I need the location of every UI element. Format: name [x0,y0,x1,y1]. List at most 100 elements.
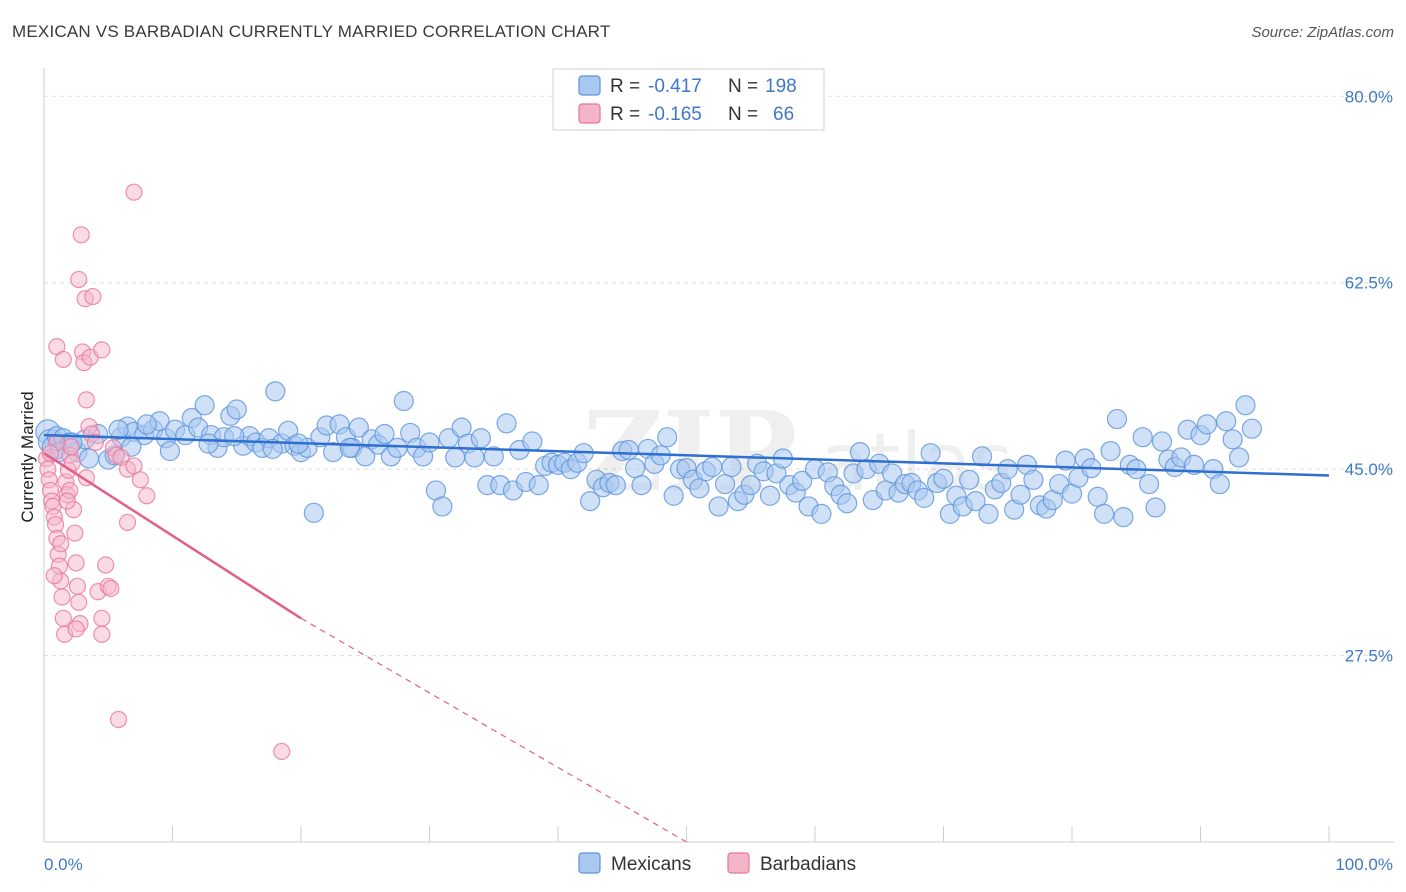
legend-r-value-mexicans: -0.417 [648,76,702,97]
legend-r-label-2: R = [610,104,640,125]
mexicans-point [740,475,761,496]
mexicans-point [914,487,935,509]
x-tick-label-1: 100.0% [1335,855,1393,874]
mexicans-point [374,423,395,445]
mexicans-point [1010,484,1031,505]
mexicans-point [339,437,360,458]
legend-n-value-barbadians: 66 [773,104,794,125]
barbadians-point [97,556,115,574]
barbadians-point [125,457,143,475]
legend-n-label-2: N = [728,104,758,125]
barbadians-points [37,183,291,761]
mexicans-point [792,470,813,491]
mexicans-point [1113,506,1134,528]
mexicans-point [624,457,646,479]
mexicans-point [1209,473,1230,495]
source-label: Source: ZipAtlas.com [1251,24,1394,41]
barbadians-point [62,438,80,456]
mexicans-point [959,469,980,490]
barbadians-point [54,609,72,627]
mexicans-point [663,485,684,506]
x-tick-label-0: 0.0% [44,855,83,874]
bottom-legend-barbadians: Barbadians [760,854,856,875]
legend-swatch-mexicans [578,75,601,96]
barbadians-point [93,625,111,643]
barbadians-point [93,341,111,359]
mexicans-point [393,390,414,412]
mexicans-point [618,439,639,461]
legend-r-label-1: R = [610,76,640,97]
barbadians-point [68,577,87,595]
mexicans-point [470,428,491,449]
mexicans-point [1094,503,1115,524]
mexicans-point [159,440,181,462]
mexicans-point [1106,408,1128,430]
mexicans-point [689,478,710,499]
mexicans-point [265,381,286,402]
barbadians-point [52,535,70,553]
barbadians-point [72,226,90,244]
mexicans-point [1216,411,1237,432]
barbadians-point [66,524,84,542]
legend-swatch-barbadians [578,103,601,124]
mexicans-point [978,503,999,524]
mexicans-point [1138,473,1160,495]
barbadians-point [58,492,76,510]
mexicans-point [1241,418,1263,439]
mexicans-point [920,443,941,464]
mexicans-point [657,427,678,448]
mexicans-point [997,459,1018,480]
mexicans-point [837,493,858,514]
mexicans-point [262,438,283,460]
barbadians-trend-line [43,452,302,620]
mexicans-point [721,456,742,478]
y-tick-labels: 27.5% 45.0% 62.5% 80.0% [1345,87,1393,665]
mexicans-point [849,442,871,463]
bottom-legend: Mexicans Barbadians [578,852,856,875]
mexicans-point [528,475,549,496]
y-tick-label-3: 80.0% [1345,87,1393,106]
gridlines [44,95,1394,657]
y-tick-label-1: 45.0% [1345,460,1393,479]
barbadians-point [41,444,60,462]
y-tick-label-2: 62.5% [1345,274,1393,293]
bottom-legend-swatch-barbadians [727,852,750,874]
mexicans-point [1196,414,1218,435]
mexicans-point [108,419,129,440]
trend-lines [43,433,1330,843]
mexicans-point [387,437,408,458]
y-axis-label: Currently Married [18,391,37,522]
mexicans-point [226,399,247,420]
barbadians-point [273,742,291,761]
mexicans-point [1228,447,1250,468]
mexicans-point [1023,469,1044,490]
mexicans-point [580,491,601,512]
top-legend: R = -0.417 N = 198 R = -0.165 N = 66 [552,68,825,131]
mexicans-point [1087,486,1108,507]
mexicans-point [303,502,324,523]
barbadians-point [138,487,156,505]
mexicans-point [1183,454,1205,475]
barbadians-point [86,433,105,452]
barbadians-point [67,620,85,638]
mexicans-point [1145,497,1166,518]
mexicans-point [432,496,453,517]
mexicans-point [971,446,993,467]
mexicans-point [483,446,504,467]
barbadians-point [54,350,72,369]
mexicans-point [78,448,100,469]
mexicans-point [759,485,781,506]
mexicans-point [198,433,219,454]
bottom-legend-mexicans: Mexicans [611,854,691,875]
mexicans-point [1151,431,1173,452]
mexicans-point [933,468,954,489]
barbadians-point [131,471,149,489]
mexicans-point [1222,429,1243,450]
mexicans-point [1132,427,1153,448]
barbadians-point [77,391,96,409]
barbadians-point [125,183,143,201]
mexicans-point [496,413,517,434]
legend-n-label-1: N = [728,76,758,97]
mexicans-point [631,475,652,496]
